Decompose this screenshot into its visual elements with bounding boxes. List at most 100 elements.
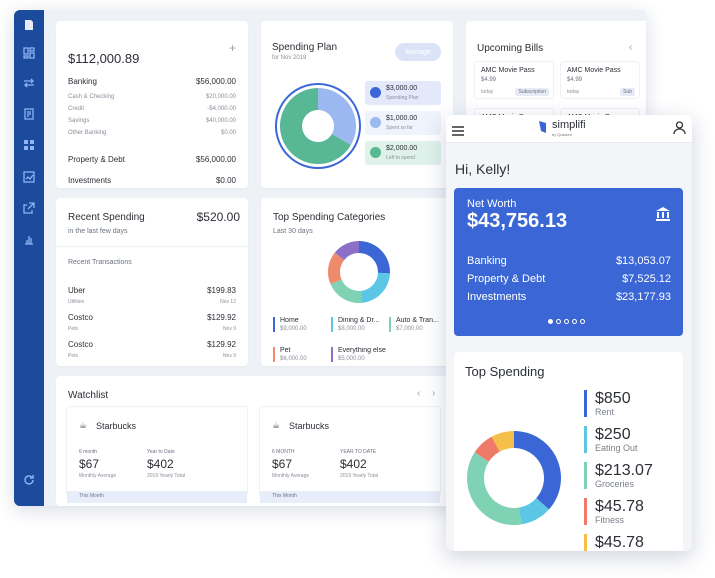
chevron-left-icon[interactable]: ‹ [417, 388, 421, 399]
bill-when: today [481, 89, 494, 95]
transaction-row[interactable]: Costco $129.92 [68, 313, 236, 322]
top-spending-item[interactable]: $250 Eating Out [584, 426, 638, 453]
top-categories-subtitle: Last 30 days [273, 228, 313, 235]
top-spending-item[interactable]: $45.78 Fitness [584, 498, 644, 525]
transfer-icon[interactable] [22, 76, 36, 90]
watchlist-card: Watchlist ‹ › ☕ Starbucks 6 month $67 Monthl… [56, 376, 451, 506]
bills-icon[interactable] [22, 107, 36, 121]
dashboard-icon[interactable] [22, 46, 36, 60]
legend-name: Pet [280, 347, 291, 354]
tx-name: Uber [68, 286, 86, 295]
top-categories-chart [328, 241, 390, 303]
carousel-dot[interactable] [580, 319, 585, 324]
chevron-right-icon[interactable]: › [432, 388, 436, 399]
reports-icon[interactable] [22, 170, 36, 184]
transaction-meta: Pets Nov 9 [68, 353, 236, 359]
ts-label: Groceries [595, 479, 635, 489]
spending-plan-card: Spending Plan for Nov 2019 Manage $3,000… [261, 21, 453, 188]
property-value: $56,000.00 [195, 155, 236, 164]
top-categories-card: Top Spending Categories Last 30 days Hom… [261, 198, 453, 366]
carousel-dots[interactable] [548, 319, 585, 324]
manage-button[interactable]: Manage [395, 43, 441, 61]
carousel-dot-active[interactable] [548, 319, 553, 324]
legend-item[interactable]: Dining & Dr... $8,000.00 [331, 317, 387, 332]
account-item-label: Savings [68, 118, 90, 124]
watch-period: 6 MONTH [272, 449, 295, 455]
watch-value: $67 [272, 457, 293, 471]
legend-name: Auto & Tran... [396, 317, 439, 324]
grid-icon[interactable] [22, 138, 36, 152]
refresh-icon[interactable] [22, 473, 36, 487]
export-icon[interactable] [22, 201, 36, 215]
plan-item-label: Spent so far [386, 125, 413, 131]
transaction-meta: Pets Nov 9 [68, 326, 236, 332]
tx-category: Pets [68, 326, 79, 332]
ts-amount: $45.78 [595, 498, 644, 515]
property-label: Property & Debt [68, 155, 125, 164]
pie-slice-2 [330, 279, 362, 303]
legend-item[interactable]: Pet $6,000.00 [273, 347, 329, 362]
accounts-card: $112,000.89 + Banking $56,000.00 Cash & C… [56, 21, 248, 188]
watchlist-tile[interactable]: ☕ Starbucks 6 month $67 Monthly Average Year … [66, 406, 248, 503]
legend-item[interactable]: Home $9,000.00 [273, 317, 329, 332]
legend-value: $6,000.00 [280, 356, 307, 362]
legend-value: $7,000.00 [396, 326, 423, 332]
top-spending-title: Top Spending [465, 364, 545, 379]
recent-spending-subtitle: in the last few days [68, 228, 128, 235]
watch-name: Starbucks [289, 421, 330, 431]
bill-tile[interactable]: AMC Movie Pass $4.99 today Subscription [474, 61, 554, 99]
brand-logo: simplifi by Quicken [538, 120, 586, 140]
spending-plan-item[interactable]: $1,000.00 Spent so far [365, 111, 441, 135]
plan-item-icon [370, 117, 381, 128]
carousel-dot[interactable] [564, 319, 569, 324]
transaction-row[interactable]: Costco $129.92 [68, 340, 236, 349]
top-spending-item[interactable]: $213.07 Groceries [584, 462, 653, 489]
transaction-row[interactable]: Uber $199.83 [68, 286, 236, 295]
plan-item-label: Left to spend [386, 155, 415, 161]
desktop-app-window: $112,000.89 + Banking $56,000.00 Cash & C… [14, 10, 646, 506]
top-spending-item[interactable]: $45.78 [584, 534, 644, 551]
add-account-button[interactable]: + [228, 41, 236, 55]
watchlist-tile[interactable]: ☕ Starbucks 6 MONTH $67 Monthly Average YEAR … [259, 406, 441, 503]
menu-icon[interactable] [452, 123, 464, 136]
spending-plan-item[interactable]: $3,000.00 Spending Plan [365, 81, 441, 105]
watch-sub: Monthly Average [79, 473, 117, 479]
top-spending-chart [467, 431, 561, 525]
legend-item[interactable]: Everything else $5,000.00 [331, 347, 387, 362]
spending-plan-subtitle: for Nov 2019 [272, 55, 307, 61]
top-spending-item[interactable]: $850 Rent [584, 390, 631, 417]
logo-icon[interactable] [22, 18, 36, 32]
watch-value: $67 [79, 457, 100, 471]
mobile-app-screen: simplifi by Quicken Hi, Kelly! Net Worth… [446, 115, 692, 551]
legend-name: Home [280, 317, 299, 324]
user-icon[interactable] [673, 121, 686, 140]
watch-ytd-sub: 2019 Yearly Total [147, 473, 185, 479]
bill-tile[interactable]: AMC Movie Pass $4.99 today Sub [560, 61, 640, 99]
net-worth-card[interactable]: Net Worth $43,756.13 Banking $13,053.07 P… [454, 188, 683, 336]
legend-name: Dining & Dr... [338, 317, 380, 324]
carousel-dot[interactable] [572, 319, 577, 324]
plan-item-label: Spending Plan [386, 95, 419, 101]
banking-value: $56,000.00 [195, 77, 236, 86]
tx-date: Nov 12 [220, 299, 236, 305]
ts-label: Fitness [595, 515, 625, 525]
legend-name: Everything else [338, 347, 386, 354]
top-categories-title: Top Spending Categories [273, 212, 386, 223]
transaction-meta: Utilities Nov 12 [68, 299, 236, 305]
tx-name: Costco [68, 340, 93, 349]
carousel-dot[interactable] [556, 319, 561, 324]
plan-item-amount: $3,000.00 [386, 85, 418, 92]
legend-item[interactable]: Auto & Tran... $7,000.00 [389, 317, 445, 332]
pie-slice-4 [334, 241, 359, 261]
bill-tag: Sub [620, 88, 635, 96]
upcoming-bills-title: Upcoming Bills [477, 43, 544, 54]
spending-plan-item[interactable]: $2,000.00 Left to spend [365, 141, 441, 165]
watch-sub: Monthly Average [272, 473, 310, 479]
nw-row-value: $23,177.93 [615, 291, 671, 303]
banking-label: Banking [68, 77, 97, 86]
plan-ring [275, 83, 361, 169]
spending-plan-title: Spending Plan [272, 42, 338, 53]
chevron-left-icon[interactable]: ‹ [629, 42, 633, 53]
ts-label: Rent [595, 407, 615, 417]
investments-icon[interactable] [22, 232, 36, 246]
